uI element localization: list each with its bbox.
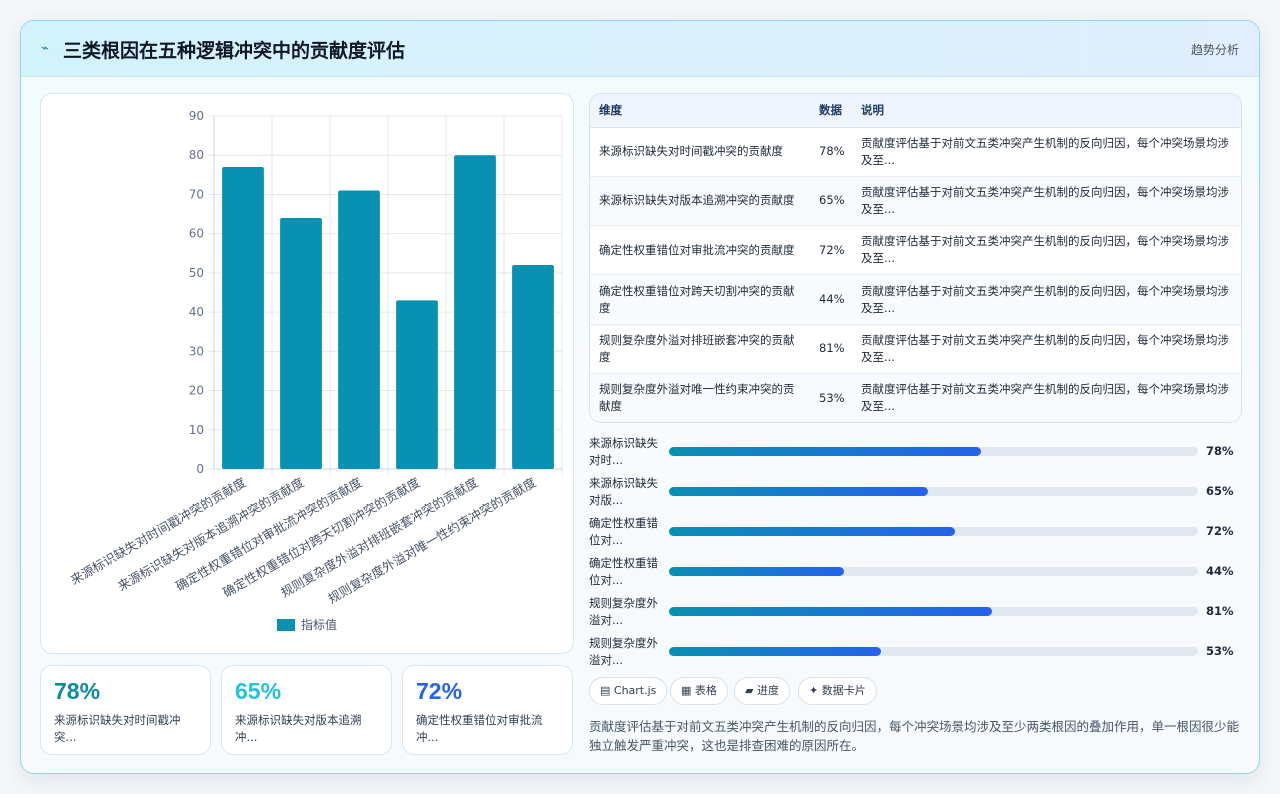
kpi-value: 65% [235,678,282,704]
progress-row: 确定性权重错位对... 44% [589,555,1249,589]
kpi-value: 78% [54,678,101,704]
progress-row: 确定性权重错位对... 72% [589,515,1249,549]
progress-fill [669,567,844,576]
kpi-card-3: 72% 确定性权重错位对审批流冲... [402,665,573,755]
kpi-card-1: 78% 来源标识缺失对时间戳冲突... [40,665,211,755]
progress-label: 确定性权重错位对... [589,556,658,587]
bar [512,265,554,469]
table-cell-description: 贡献度评估基于对前文五类冲突产生机制的反向归因，每个冲突场景均涉及至... [852,324,1241,374]
table-row: 规则复杂度外溢对唯一性约束冲突的贡献度 53% 贡献度评估基于对前文五类冲突产生… [590,373,1241,422]
table-cell-dimension: 确定性权重错位对审批流冲突的贡献度 [590,225,810,276]
data-card-chip[interactable]: ✦ 数据卡片 [798,677,877,705]
table-cell-dimension: 确定性权重错位对跨天切割冲突的贡献度 [590,274,810,325]
bar-chart: 0102030405060708090来源标识缺失对时间戳冲突的贡献度来源标识缺… [68,109,563,632]
table-cell-data: 44% [810,274,852,325]
column-header-dimension: 维度 [590,94,810,128]
progress-fill [669,487,929,496]
chartjs-chip[interactable]: ▤ Chart.js [589,677,668,705]
progress-fill [669,447,982,456]
progress-fill [669,647,881,656]
progress-label: 确定性权重错位对... [589,516,658,547]
dashboard-card: ⌁ 三类根因在五种逻辑冲突中的贡献度评估 趋势分析 0 10 20 30 40 50 60 7… [20,20,1260,774]
table-cell-data: 65% [810,176,852,227]
progress-track [669,447,1198,456]
kpi-value: 72% [416,678,463,704]
table-cell-dimension: 规则复杂度外溢对排班嵌套冲突的贡献度 [590,324,810,374]
table-cell-dimension: 来源标识缺失对时间戳冲突的贡献度 [590,127,810,177]
kpi-label: 来源标识缺失对时间戳冲突... [54,713,181,744]
trend-line-icon: ⌁ [41,41,49,56]
progress-value: 44% [1206,564,1234,578]
table-header-row: 维度 数据 说明 [590,94,1241,128]
y-tick-label: 40 [189,305,204,319]
bar [396,300,438,469]
progress-value: 65% [1206,484,1234,498]
table-cell-data: 72% [810,225,852,276]
page-title: 三类根因在五种逻辑冲突中的贡献度评估 [63,40,406,62]
progress-label: 规则复杂度外溢对... [589,636,658,667]
progress-track [669,567,1198,576]
summary-note: 贡献度评估基于对前文五类冲突产生机制的反向归因，每个冲突场景均涉及至少两类根因的… [589,719,1240,753]
progress-value: 53% [1206,644,1234,658]
progress-track [669,487,1198,496]
y-tick-label: 70 [189,187,204,201]
y-tick-label: 90 [189,109,204,123]
kpi-label: 确定性权重错位对审批流冲... [416,713,543,744]
table-cell-description: 贡献度评估基于对前文五类冲突产生机制的反向归因，每个冲突场景均涉及至... [852,127,1241,177]
y-tick-label: 80 [189,148,204,162]
progress-label: 来源标识缺失对时... [589,436,658,467]
table-cell-dimension: 来源标识缺失对版本追溯冲突的贡献度 [590,176,810,227]
table-cell-data: 78% [810,127,852,177]
progress-row: 规则复杂度外溢对... 53% [589,635,1249,669]
table-cell-description: 贡献度评估基于对前文五类冲突产生机制的反向归因，每个冲突场景均涉及至... [852,274,1241,325]
progress-row: 规则复杂度外溢对... 81% [589,595,1249,629]
table-cell-data: 53% [819,390,845,405]
table-cell-description: 贡献度评估基于对前文五类冲突产生机制的反向归因，每个冲突场景均涉及至... [852,225,1241,276]
progress-chip[interactable]: ▰ 进度 [734,677,790,705]
y-tick-label: 20 [189,384,204,398]
progress-fill [669,607,992,616]
table-row: 来源标识缺失对时间戳冲突的贡献度 78% 贡献度评估基于对前文五类冲突产生机制的… [590,127,1241,177]
legend-label: 指标值 [301,617,337,632]
y-tick-label: 0 [196,462,204,476]
progress-value: 72% [1206,524,1234,538]
progress-value: 81% [1206,604,1234,618]
y-tick-label: 10 [189,423,204,437]
y-tick-label: 50 [189,266,204,280]
trend-analysis-tag[interactable]: 趋势分析 [1190,43,1239,57]
bar [338,190,380,469]
bar-chart-panel: 0 10 20 30 40 50 60 70 80 90 来源标识缺失对时间戳冲突的贡献度 来源标识缺… [40,93,574,654]
table-chip[interactable]: ▦ 表格 [670,677,728,705]
progress-row: 来源标识缺失对时... 78% [589,435,1249,469]
y-tick-label: 30 [189,344,204,358]
table-cell-data: 81% [810,324,852,374]
progress-label: 规则复杂度外溢对... [589,596,658,627]
kpi-card-2: 65% 来源标识缺失对版本追溯冲... [221,665,392,755]
progress-track [669,647,1198,656]
header-bar: ⌁ 三类根因在五种逻辑冲突中的贡献度评估 趋势分析 [21,21,1259,77]
progress-track [669,527,1198,536]
table-cell-description: 贡献度评估基于对前文五类冲突产生机制的反向归因，每个冲突场景均涉及至... [852,176,1241,227]
column-header-description: 说明 [852,94,1241,128]
legend-swatch [277,619,295,631]
bar [454,155,496,469]
table-row: 规则复杂度外溢对排班嵌套冲突的贡献度 81% 贡献度评估基于对前文五类冲突产生机… [590,324,1241,374]
y-tick-label: 60 [189,227,204,241]
progress-label: 来源标识缺失对版... [589,476,658,507]
table-cell-dimension: 规则复杂度外溢对唯一性约束冲突的贡献度 [599,382,795,414]
progress-row: 来源标识缺失对版... 65% [589,475,1249,509]
data-table-panel: 维度 数据 说明 来源标识缺失对时间戳冲突的贡献度 78% 贡献度评估基于对前文… [589,93,1242,423]
progress-fill [669,527,955,536]
column-header-data: 数据 [810,94,852,128]
data-table: 维度 数据 说明 来源标识缺失对时间戳冲突的贡献度 78% 贡献度评估基于对前文… [590,94,1241,422]
table-row: 来源标识缺失对版本追溯冲突的贡献度 65% 贡献度评估基于对前文五类冲突产生机制… [590,176,1241,227]
table-row: 确定性权重错位对跨天切割冲突的贡献度 44% 贡献度评估基于对前文五类冲突产生机… [590,274,1241,325]
table-row: 确定性权重错位对审批流冲突的贡献度 72% 贡献度评估基于对前文五类冲突产生机制… [590,225,1241,276]
kpi-label: 来源标识缺失对版本追溯冲... [235,713,362,744]
progress-track [669,607,1198,616]
bar [222,166,264,469]
progress-value: 78% [1206,444,1234,458]
bar [280,217,322,469]
table-cell-description: 贡献度评估基于对前文五类冲突产生机制的反向归因，每个冲突场景均涉及至... [861,382,1229,414]
